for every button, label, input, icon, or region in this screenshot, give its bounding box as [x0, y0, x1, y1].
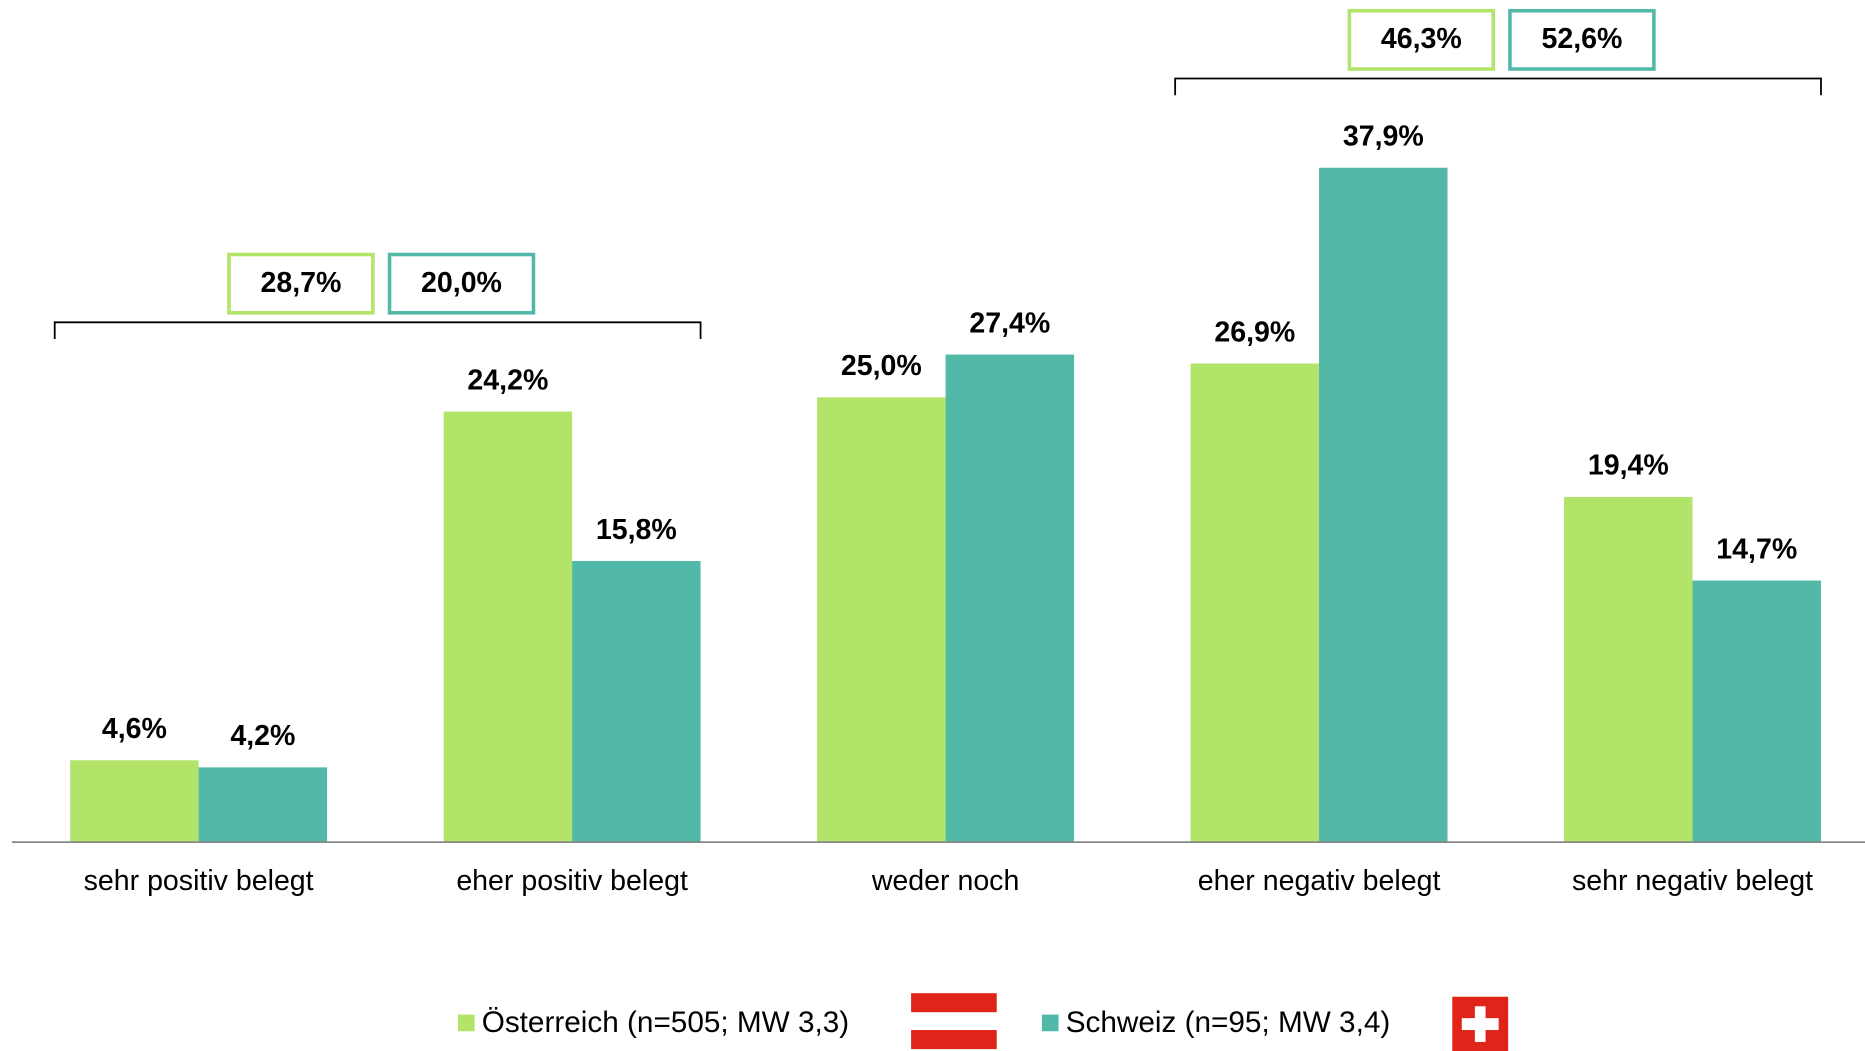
value-label: 27,4%	[969, 307, 1050, 339]
bar	[1692, 580, 1821, 843]
legend-label: Österreich (n=505; MW 3,3)	[482, 1006, 849, 1039]
value-label: 19,4%	[1588, 450, 1669, 482]
bracket	[53, 321, 702, 339]
bar	[1190, 363, 1320, 843]
group-box	[227, 252, 375, 315]
group-label: 52,6%	[1541, 23, 1622, 55]
group-box	[387, 252, 536, 315]
legend-label: Schweiz (n=95; MW 3,4)	[1066, 1006, 1391, 1039]
legend-swatch	[1041, 1014, 1059, 1032]
bar	[70, 760, 199, 843]
bar	[1319, 167, 1448, 843]
value-label: 24,2%	[467, 364, 548, 396]
bar	[572, 560, 701, 843]
flag-switzerland	[1452, 996, 1509, 1051]
flag-austria	[911, 993, 997, 1050]
value-label: 26,9%	[1214, 316, 1295, 348]
x-tick-label: sehr positiv belegt	[84, 865, 314, 897]
group-label: 46,3%	[1381, 23, 1462, 55]
value-label: 4,6%	[102, 713, 167, 745]
group-box	[1347, 8, 1496, 71]
value-label: 14,7%	[1716, 533, 1797, 565]
bar	[1564, 496, 1693, 843]
bar	[817, 397, 946, 843]
group-label: 28,7%	[260, 267, 341, 299]
value-label: 37,9%	[1343, 121, 1424, 153]
value-label: 4,2%	[230, 720, 295, 752]
value-label: 15,8%	[596, 514, 677, 546]
x-tick-label: eher negativ belegt	[1198, 865, 1441, 897]
legend-swatch	[457, 1014, 475, 1032]
x-tick-label: weder noch	[871, 865, 1020, 897]
bar	[945, 354, 1075, 843]
x-tick-label: sehr negativ belegt	[1572, 865, 1813, 897]
bar	[198, 767, 328, 843]
x-tick-label: eher positiv belegt	[456, 865, 688, 897]
group-box	[1508, 8, 1656, 71]
bar	[443, 411, 573, 843]
bracket	[1174, 77, 1822, 96]
value-label: 25,0%	[841, 350, 922, 382]
group-label: 20,0%	[421, 267, 502, 299]
